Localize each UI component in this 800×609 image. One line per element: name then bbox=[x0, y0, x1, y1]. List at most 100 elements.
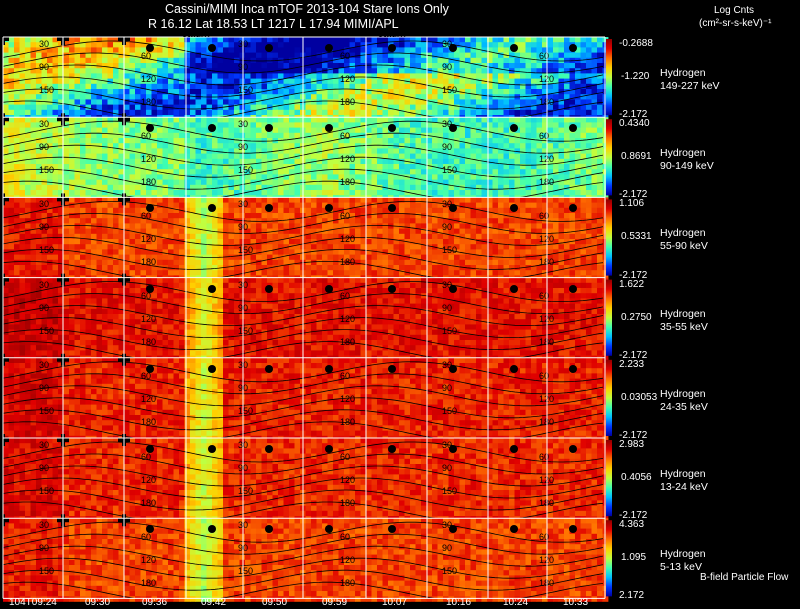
heat-cell bbox=[228, 233, 235, 240]
heat-cell bbox=[118, 109, 125, 116]
heat-cell bbox=[289, 89, 295, 95]
heat-cell bbox=[272, 190, 279, 196]
heat-cell bbox=[107, 148, 114, 154]
heat-cell bbox=[349, 42, 356, 48]
heat-cell bbox=[195, 37, 202, 43]
heat-cell bbox=[41, 169, 48, 175]
heat-cell bbox=[470, 117, 477, 123]
heat-cell bbox=[382, 179, 389, 186]
heat-cell bbox=[316, 127, 323, 134]
heat-cell bbox=[140, 78, 147, 85]
heat-cell bbox=[355, 158, 361, 165]
heat-cell bbox=[355, 42, 361, 48]
heat-cell bbox=[80, 239, 86, 245]
heat-cell bbox=[179, 233, 185, 240]
heat-cell bbox=[19, 109, 26, 116]
heat-cell bbox=[597, 78, 603, 85]
heat-cell bbox=[184, 148, 191, 154]
heat-cell bbox=[195, 153, 202, 160]
heat-cell bbox=[509, 158, 515, 165]
flow-direction-dot bbox=[569, 124, 577, 132]
heat-cell bbox=[415, 42, 422, 48]
heat-cell bbox=[283, 202, 290, 209]
heat-cell bbox=[256, 89, 262, 95]
heat-cell bbox=[289, 42, 295, 48]
heat-cell bbox=[135, 233, 141, 240]
heat-cell bbox=[190, 104, 196, 111]
heat-cell bbox=[146, 52, 152, 59]
heat-cell bbox=[355, 37, 361, 43]
heat-cell bbox=[228, 169, 235, 175]
heat-cell bbox=[410, 138, 416, 144]
heat-cell bbox=[305, 244, 312, 250]
heat-cell bbox=[80, 158, 86, 165]
heat-cell bbox=[261, 254, 268, 261]
heat-cell bbox=[597, 57, 603, 64]
heat-cell bbox=[575, 42, 581, 48]
heat-cell bbox=[536, 37, 543, 43]
heat-cell bbox=[47, 169, 53, 175]
heat-cell bbox=[30, 37, 37, 43]
heat-cell bbox=[327, 78, 334, 85]
heat-cell bbox=[327, 244, 334, 250]
heat-cell bbox=[151, 37, 158, 43]
heat-cell bbox=[63, 132, 70, 139]
heat-cell bbox=[338, 104, 345, 111]
heat-cell bbox=[503, 68, 510, 74]
heat-cell bbox=[140, 197, 147, 203]
heat-cell bbox=[146, 190, 152, 196]
heat-cell bbox=[113, 169, 119, 175]
heat-cell bbox=[388, 190, 394, 196]
heat-cell bbox=[52, 122, 59, 128]
heat-cell bbox=[146, 68, 152, 74]
heat-cell bbox=[289, 197, 295, 203]
heat-cell bbox=[283, 63, 290, 69]
heat-cell bbox=[261, 143, 268, 149]
heat-cell bbox=[217, 270, 224, 276]
heat-cell bbox=[267, 68, 273, 74]
heat-cell bbox=[377, 228, 383, 235]
heat-cell bbox=[58, 184, 64, 191]
heat-cell bbox=[349, 52, 356, 59]
heat-cell bbox=[333, 197, 339, 203]
heat-cell bbox=[245, 213, 251, 219]
heat-cell bbox=[283, 104, 290, 111]
heat-cell bbox=[470, 132, 477, 139]
heat-cell bbox=[569, 153, 576, 160]
heat-cell bbox=[311, 37, 317, 43]
heat-cell bbox=[25, 184, 31, 191]
heat-cell bbox=[377, 218, 383, 224]
heat-cell bbox=[547, 117, 554, 123]
heat-cell bbox=[102, 218, 108, 224]
heat-cell bbox=[498, 89, 504, 95]
heat-cell bbox=[415, 153, 422, 160]
heat-cell bbox=[91, 190, 97, 196]
heat-cell bbox=[289, 233, 295, 240]
heat-cell bbox=[316, 233, 323, 240]
heat-cell bbox=[245, 259, 251, 266]
heat-cell bbox=[58, 127, 64, 134]
heat-cell bbox=[371, 197, 378, 203]
heat-cell bbox=[432, 169, 438, 175]
heat-cell bbox=[366, 197, 372, 203]
heat-cell bbox=[212, 179, 218, 186]
heat-cell bbox=[327, 197, 334, 203]
heat-cell bbox=[168, 197, 174, 203]
heat-cell bbox=[470, 57, 477, 64]
heat-cell bbox=[355, 153, 361, 160]
heat-cell bbox=[256, 42, 262, 48]
heat-cell bbox=[476, 109, 482, 116]
heat-cell bbox=[432, 184, 438, 191]
heat-cell bbox=[168, 202, 174, 209]
heat-cell bbox=[305, 94, 312, 100]
heat-cell bbox=[173, 99, 180, 105]
heat-cell bbox=[503, 158, 510, 165]
heat-cell bbox=[256, 37, 262, 43]
heat-cell bbox=[399, 109, 405, 116]
heat-cell bbox=[212, 83, 218, 90]
heat-cell bbox=[459, 174, 466, 180]
heat-cell bbox=[470, 148, 477, 154]
heat-cell bbox=[228, 223, 235, 229]
heat-cell bbox=[432, 218, 438, 224]
heat-cell bbox=[470, 104, 477, 111]
